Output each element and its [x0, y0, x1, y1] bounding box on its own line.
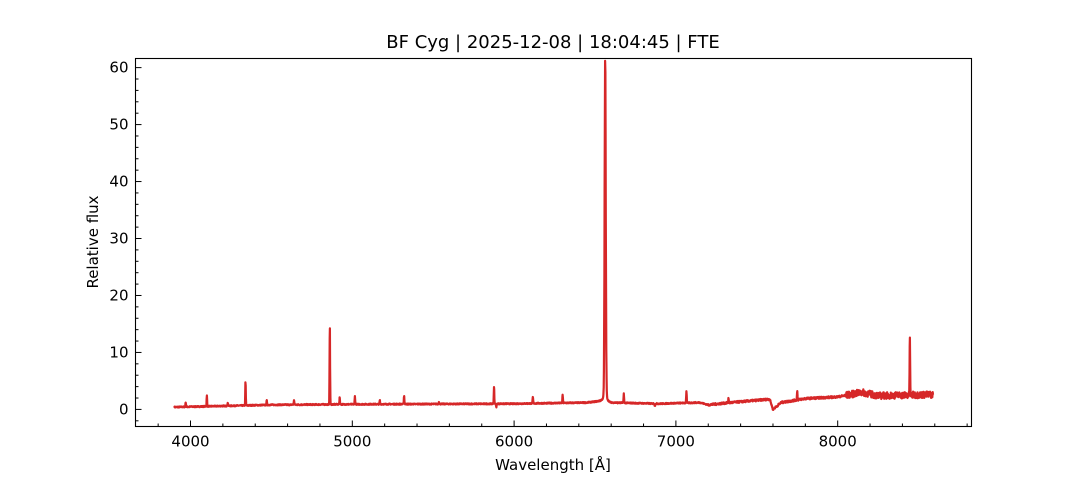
- chart-title: BF Cyg | 2025-12-08 | 18:04:45 | FTE: [386, 32, 719, 53]
- x-tick-label: 6000: [495, 433, 533, 451]
- y-tick-label: 50: [109, 116, 128, 134]
- y-tick-label: 0: [119, 400, 129, 418]
- x-tick-label: 8000: [819, 433, 857, 451]
- x-tick-label: 5000: [333, 433, 371, 451]
- spectrum-line: [173, 59, 935, 411]
- y-tick-label: 60: [109, 59, 128, 77]
- y-tick-label: 40: [109, 173, 128, 191]
- axis-ticks: 4000 5000 6000 7000 8000 0 10 20 30 40 50 60: [109, 59, 968, 451]
- y-tick-label: 20: [109, 286, 128, 304]
- axes-frame: [134, 57, 973, 428]
- x-tick-label: 7000: [657, 433, 695, 451]
- x-tick-label: 4000: [171, 433, 209, 451]
- y-tick-label: 30: [109, 230, 128, 248]
- plot-area: [173, 59, 935, 411]
- x-axis-label: Wavelength [Å]: [495, 455, 611, 474]
- y-tick-label: 10: [109, 343, 128, 361]
- y-axis-label: Relative flux: [84, 195, 102, 288]
